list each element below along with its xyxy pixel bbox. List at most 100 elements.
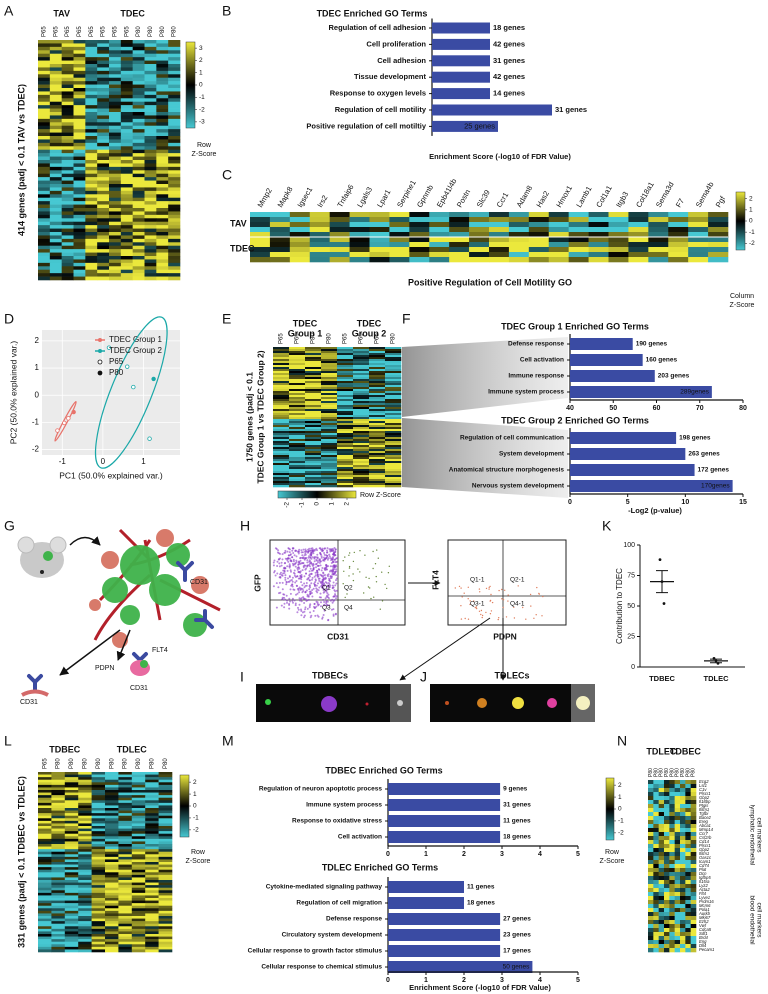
- heatmap-cell: [669, 848, 675, 853]
- heatmap-cell: [321, 419, 338, 422]
- gene-label: F7: [674, 197, 686, 209]
- event-dot: [359, 571, 361, 573]
- event-dot: [332, 560, 335, 563]
- heatmap-cell: [690, 920, 697, 925]
- heatmap-cell: [337, 417, 354, 420]
- event-dot: [292, 571, 295, 574]
- heatmap-cell: [145, 887, 159, 891]
- heatmap-cell: [73, 40, 86, 44]
- heatmap-cell: [51, 895, 66, 899]
- heatmap-cell: [385, 417, 402, 420]
- event-dot: [306, 593, 309, 596]
- heatmap-cell: [144, 57, 157, 61]
- heatmap-cell: [369, 425, 386, 428]
- event-dot: [325, 588, 328, 591]
- heatmap-cell: [329, 222, 350, 228]
- heatmap-cell: [273, 367, 290, 370]
- heatmap-cell: [168, 252, 181, 257]
- heatmap-cell: [144, 43, 157, 48]
- heatmap-cell: [329, 247, 350, 253]
- heatmap-cell: [658, 936, 665, 941]
- heatmap-cell: [61, 129, 74, 133]
- heatmap-cell: [78, 787, 92, 791]
- heatmap-cell: [145, 941, 159, 945]
- heatmap-cell: [156, 228, 169, 233]
- heatmap-cell: [120, 70, 133, 75]
- heatmap-cell: [97, 173, 110, 178]
- event-dot: [319, 573, 322, 576]
- heatmap-cell: [353, 363, 370, 366]
- heatmap-cell: [273, 475, 290, 478]
- heatmap-cell: [273, 395, 290, 398]
- heatmap-cell: [105, 928, 119, 932]
- heatmap-cell: [273, 351, 290, 354]
- heatmap-cell: [118, 885, 133, 889]
- heatmap-cell: [369, 405, 386, 408]
- event-dot: [299, 570, 302, 573]
- event-dot: [297, 608, 300, 611]
- heatmap-cell: [118, 890, 133, 894]
- heatmap-cell: [389, 212, 410, 218]
- heatmap-cell: [145, 841, 159, 845]
- heatmap-cell: [132, 177, 145, 181]
- heatmap-cell: [97, 276, 110, 281]
- heatmap-cell: [78, 836, 92, 840]
- heatmap-cell: [158, 892, 173, 896]
- heatmap-cell: [38, 177, 51, 181]
- heatmap-cell: [658, 908, 665, 913]
- event-dot: [326, 604, 329, 606]
- point: [125, 364, 130, 369]
- heatmap-cell: [131, 946, 146, 950]
- event-dot: [276, 560, 279, 563]
- heatmap-cell: [118, 877, 133, 881]
- gene-label: Cd14: [699, 839, 710, 844]
- heatmap-cell: [144, 46, 157, 51]
- heatmap-cell: [156, 166, 169, 171]
- heatmap-cell: [674, 780, 681, 785]
- heatmap-cell: [289, 397, 306, 400]
- heatmap-cell: [648, 217, 669, 223]
- heatmap-cell: [658, 904, 665, 909]
- heatmap-cell: [685, 928, 691, 933]
- heatmap-cell: [109, 118, 122, 123]
- heatmap-cell: [337, 481, 354, 484]
- heatmap-cell: [109, 153, 122, 157]
- heatmap-cell: [49, 94, 62, 99]
- event-dot: [278, 565, 281, 568]
- heatmap-cell: [131, 808, 146, 811]
- category-label: Immune system process: [488, 389, 564, 396]
- heatmap-cell: [658, 800, 665, 805]
- heatmap-cell: [145, 820, 159, 824]
- event-dot: [335, 577, 338, 580]
- heatmap-cell: [289, 361, 306, 364]
- heatmap-cell: [680, 820, 686, 825]
- x-tick-label: 3: [500, 977, 504, 984]
- heatmap-cell: [321, 433, 338, 436]
- heatmap-cell: [131, 795, 146, 799]
- heatmap-cell: [429, 247, 450, 253]
- heatmap-cell: [449, 242, 470, 248]
- heatmap-cell: [73, 115, 86, 120]
- heatmap-cell: [568, 252, 589, 258]
- heatmap-cell: [305, 441, 322, 444]
- heatmap-cell: [349, 247, 370, 253]
- heatmap-cell: [61, 259, 74, 264]
- heatmap-cell: [664, 824, 670, 829]
- heatmap-cell: [78, 818, 92, 822]
- heatmap-cell: [109, 228, 122, 233]
- heatmap-cell: [78, 815, 92, 819]
- heatmap-cell: [250, 217, 271, 223]
- heatmap-cell: [337, 353, 354, 356]
- heatmap-cell: [49, 211, 62, 216]
- heatmap-cell: [64, 774, 79, 778]
- heatmap-cell: [385, 485, 402, 488]
- heatmap-cell: [120, 262, 133, 267]
- event-dot: [346, 593, 348, 595]
- heatmap-cell: [158, 880, 173, 883]
- heatmap-cell: [51, 939, 66, 943]
- heatmap-cell: [158, 784, 173, 788]
- heatmap-cell: [64, 818, 79, 822]
- heatmap-cell: [120, 125, 133, 130]
- bar: [570, 448, 686, 460]
- heatmap-cell: [38, 245, 51, 250]
